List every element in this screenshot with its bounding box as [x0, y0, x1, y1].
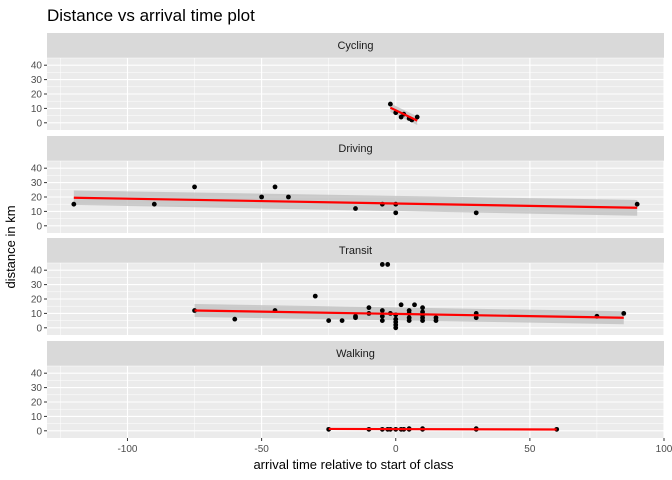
data-point: [433, 315, 439, 321]
data-point: [387, 101, 393, 107]
facet-strip: [47, 238, 664, 263]
data-point: [420, 309, 425, 315]
y-tick-label: 10: [31, 104, 43, 115]
y-axis-title: distance in km: [3, 205, 18, 288]
facet-strip-label: Walking: [336, 348, 375, 360]
data-point: [398, 302, 404, 308]
y-tick-label: 0: [36, 426, 42, 437]
data-point: [366, 305, 372, 311]
facet-panel-walking: Walking 0 10 20 30 40: [31, 341, 665, 438]
y-tick-label: 10: [31, 412, 43, 423]
y-tick-label: 20: [31, 193, 43, 204]
data-point: [420, 305, 425, 311]
fit-line: [194, 309, 624, 319]
facet-strip: [47, 33, 664, 58]
facet-strip-label: Transit: [339, 245, 372, 257]
y-tick-label: 20: [31, 90, 43, 101]
data-point: [406, 308, 412, 313]
y-tick-label: 20: [31, 295, 43, 306]
x-tick-label: 50: [524, 444, 536, 455]
data-point: [412, 302, 417, 308]
y-tick-label: 20: [31, 398, 43, 409]
facet-strip-label: Driving: [338, 143, 372, 155]
y-tick-label: 10: [31, 207, 43, 218]
y-tick-label: 30: [31, 383, 43, 394]
y-tick-label: 10: [31, 309, 43, 320]
facet-panel-driving: Driving 0 10 20 30 40: [31, 136, 665, 233]
data-point: [353, 206, 358, 211]
facet-panel-transit: Transit 0 10 20 30 40: [31, 238, 665, 335]
data-point: [393, 316, 399, 322]
y-tick-label: 30: [31, 280, 43, 291]
data-point: [312, 293, 318, 299]
y-tick-label: 40: [31, 61, 43, 72]
data-point: [379, 262, 385, 267]
x-tick-label: -100: [117, 444, 137, 455]
y-tick-label: 30: [31, 178, 43, 189]
y-tick-label: 0: [36, 221, 42, 232]
data-point: [621, 311, 627, 316]
facet-panels: Cycling 0 10 20 30 40 Driving 0 10 20 30 40 Transit 0…: [31, 33, 665, 438]
x-axis-title: arrival time relative to start of class: [253, 457, 454, 472]
y-tick-label: 30: [31, 75, 43, 86]
data-point: [326, 318, 332, 323]
data-point: [385, 262, 391, 267]
data-point: [353, 313, 358, 319]
data-point: [473, 210, 479, 216]
data-point: [406, 315, 412, 321]
x-axis: -100 -50 0 50 100: [117, 438, 672, 455]
fit-line: [389, 106, 418, 122]
data-point: [192, 184, 197, 190]
data-point: [272, 184, 278, 190]
data-point: [286, 194, 291, 200]
data-point: [473, 315, 479, 321]
y-tick-label: 40: [31, 164, 43, 175]
data-point: [379, 308, 385, 313]
y-tick-label: 0: [36, 323, 42, 334]
x-tick-label: 0: [393, 444, 399, 455]
facet-panel-cycling: Cycling 0 10 20 30 40: [31, 33, 665, 130]
data-point: [151, 201, 157, 207]
data-point: [634, 201, 640, 207]
y-tick-label: 40: [31, 369, 43, 380]
data-point: [339, 318, 345, 323]
data-point: [414, 114, 420, 120]
data-point: [259, 194, 265, 200]
data-point: [393, 210, 399, 216]
data-point: [379, 318, 385, 323]
facet-strip: [47, 136, 664, 161]
facet-strip: [47, 341, 664, 366]
x-tick-label: 100: [656, 444, 672, 455]
y-tick-label: 40: [31, 266, 43, 277]
x-tick-label: -50: [254, 444, 269, 455]
chart-title: Distance vs arrival time plot: [47, 6, 255, 25]
y-tick-label: 0: [36, 118, 42, 129]
data-point: [71, 201, 77, 207]
fit-line: [73, 196, 638, 209]
data-point: [232, 316, 238, 322]
fit-line: [328, 427, 557, 431]
facet-strip-label: Cycling: [337, 40, 373, 52]
data-point: [379, 313, 385, 319]
